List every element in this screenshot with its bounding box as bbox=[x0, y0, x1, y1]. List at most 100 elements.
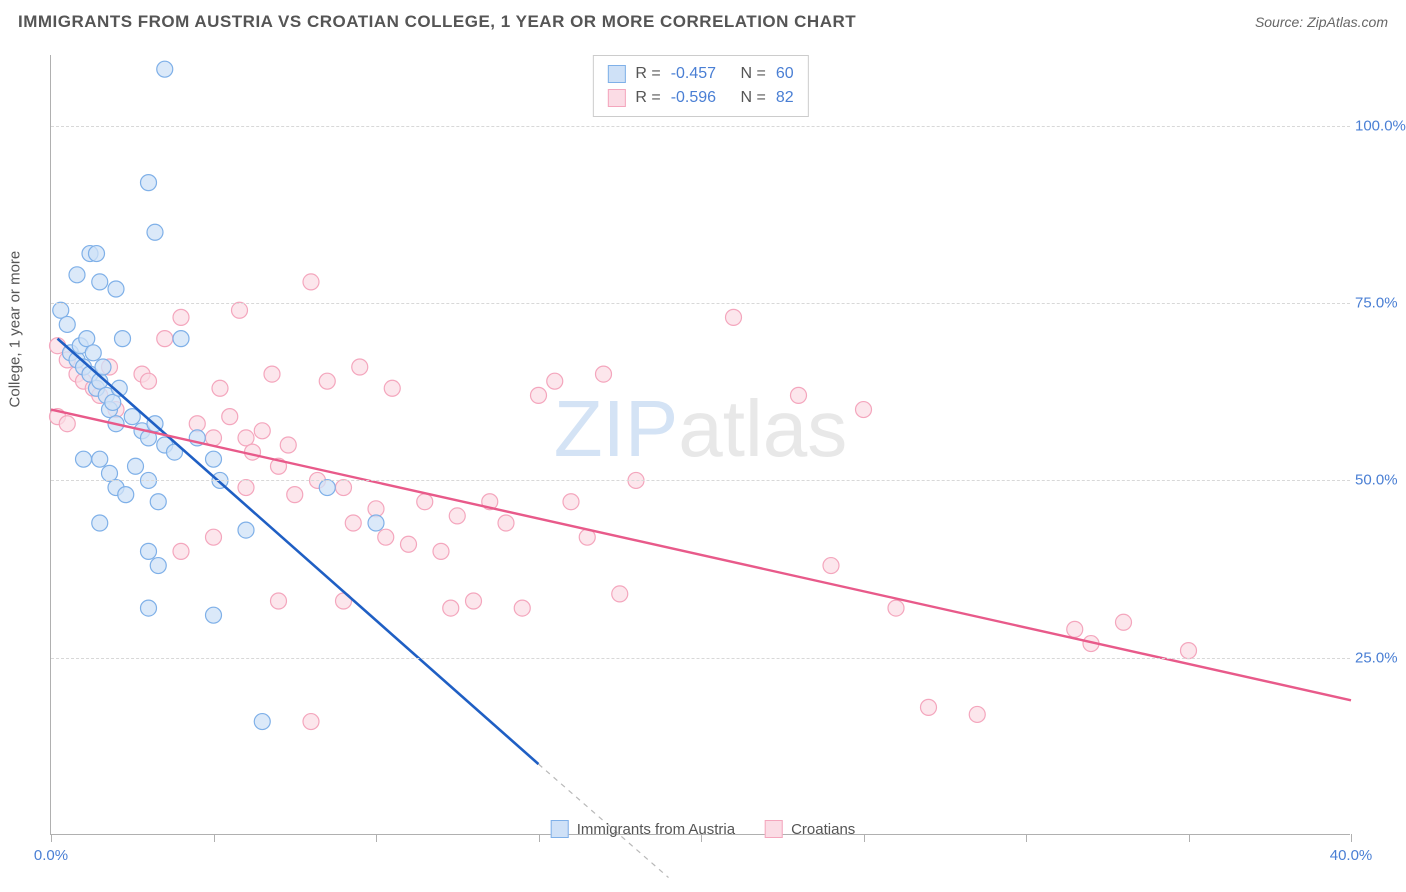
scatter-point bbox=[319, 480, 335, 496]
gridline-h bbox=[51, 303, 1350, 304]
scatter-point bbox=[173, 543, 189, 559]
x-tick bbox=[1351, 834, 1352, 842]
scatter-point bbox=[102, 465, 118, 481]
chart-plot-area: ZIPatlas R = -0.457 N = 60 R = -0.596 N … bbox=[50, 55, 1350, 835]
scatter-point bbox=[498, 515, 514, 531]
scatter-point bbox=[303, 274, 319, 290]
x-tick bbox=[1026, 834, 1027, 842]
stats-row-austria: R = -0.457 N = 60 bbox=[607, 62, 793, 86]
scatter-point bbox=[92, 451, 108, 467]
scatter-point bbox=[59, 416, 75, 432]
scatter-point bbox=[245, 444, 261, 460]
r-label-austria: R = bbox=[635, 62, 660, 86]
legend-label-austria: Immigrants from Austria bbox=[577, 821, 735, 838]
scatter-point bbox=[443, 600, 459, 616]
y-tick-label: 25.0% bbox=[1355, 649, 1406, 666]
x-tick bbox=[1189, 834, 1190, 842]
scatter-point bbox=[466, 593, 482, 609]
scatter-point bbox=[108, 281, 124, 297]
scatter-point bbox=[141, 373, 157, 389]
scatter-point bbox=[147, 224, 163, 240]
scatter-point bbox=[303, 714, 319, 730]
scatter-point bbox=[280, 437, 296, 453]
x-tick bbox=[214, 834, 215, 842]
scatter-point bbox=[222, 409, 238, 425]
scatter-point bbox=[206, 607, 222, 623]
scatter-point bbox=[212, 380, 228, 396]
scatter-point bbox=[105, 394, 121, 410]
bottom-legend: Immigrants from Austria Croatians bbox=[551, 820, 856, 838]
scatter-point bbox=[59, 316, 75, 332]
scatter-point bbox=[547, 373, 563, 389]
swatch-croatians bbox=[607, 89, 625, 107]
chart-title: IMMIGRANTS FROM AUSTRIA VS CROATIAN COLL… bbox=[18, 12, 856, 32]
scatter-point bbox=[238, 480, 254, 496]
gridline-h bbox=[51, 658, 1350, 659]
scatter-point bbox=[118, 487, 134, 503]
scatter-point bbox=[157, 61, 173, 77]
scatter-point bbox=[141, 600, 157, 616]
x-tick bbox=[539, 834, 540, 842]
r-value-croatians: -0.596 bbox=[671, 86, 716, 110]
scatter-point bbox=[206, 529, 222, 545]
scatter-point bbox=[969, 706, 985, 722]
scatter-point bbox=[232, 302, 248, 318]
scatter-point bbox=[514, 600, 530, 616]
scatter-point bbox=[79, 331, 95, 347]
scatter-point bbox=[1116, 614, 1132, 630]
scatter-point bbox=[1067, 621, 1083, 637]
scatter-point bbox=[271, 593, 287, 609]
y-tick-label: 75.0% bbox=[1355, 295, 1406, 312]
scatter-point bbox=[1181, 643, 1197, 659]
legend-item-croatians: Croatians bbox=[765, 820, 855, 838]
scatter-point bbox=[254, 423, 270, 439]
scatter-point bbox=[85, 345, 101, 361]
scatter-point bbox=[89, 246, 105, 262]
scatter-point bbox=[238, 430, 254, 446]
scatter-point bbox=[531, 387, 547, 403]
scatter-point bbox=[336, 480, 352, 496]
scatter-point bbox=[69, 267, 85, 283]
scatter-point bbox=[433, 543, 449, 559]
x-tick bbox=[376, 834, 377, 842]
scatter-point bbox=[254, 714, 270, 730]
scatter-point bbox=[287, 487, 303, 503]
scatter-point bbox=[150, 494, 166, 510]
scatter-point bbox=[368, 515, 384, 531]
r-value-austria: -0.457 bbox=[671, 62, 716, 86]
y-axis-label: College, 1 year or more bbox=[7, 251, 24, 408]
legend-swatch-austria bbox=[551, 820, 569, 838]
scatter-point bbox=[206, 451, 222, 467]
gridline-h bbox=[51, 126, 1350, 127]
scatter-point bbox=[856, 402, 872, 418]
legend-swatch-croatians bbox=[765, 820, 783, 838]
r-label-croatians: R = bbox=[635, 86, 660, 110]
scatter-point bbox=[173, 331, 189, 347]
chart-header: IMMIGRANTS FROM AUSTRIA VS CROATIAN COLL… bbox=[0, 0, 1406, 40]
legend-label-croatians: Croatians bbox=[791, 821, 855, 838]
x-tick bbox=[864, 834, 865, 842]
legend-item-austria: Immigrants from Austria bbox=[551, 820, 735, 838]
scatter-point bbox=[128, 458, 144, 474]
scatter-point bbox=[612, 586, 628, 602]
n-label-austria: N = bbox=[741, 62, 766, 86]
trend-line bbox=[58, 339, 539, 764]
source-prefix: Source: bbox=[1255, 14, 1307, 30]
stats-legend: R = -0.457 N = 60 R = -0.596 N = 82 bbox=[592, 55, 808, 117]
gridline-h bbox=[51, 480, 1350, 481]
scatter-point bbox=[141, 175, 157, 191]
x-tick bbox=[51, 834, 52, 842]
scatter-point bbox=[563, 494, 579, 510]
n-value-croatians: 82 bbox=[776, 86, 794, 110]
scatter-point bbox=[823, 558, 839, 574]
scatter-point bbox=[141, 543, 157, 559]
scatter-point bbox=[264, 366, 280, 382]
scatter-point bbox=[791, 387, 807, 403]
plot-svg bbox=[51, 55, 1350, 834]
scatter-point bbox=[150, 558, 166, 574]
scatter-point bbox=[378, 529, 394, 545]
scatter-point bbox=[238, 522, 254, 538]
n-value-austria: 60 bbox=[776, 62, 794, 86]
scatter-point bbox=[76, 451, 92, 467]
scatter-point bbox=[596, 366, 612, 382]
